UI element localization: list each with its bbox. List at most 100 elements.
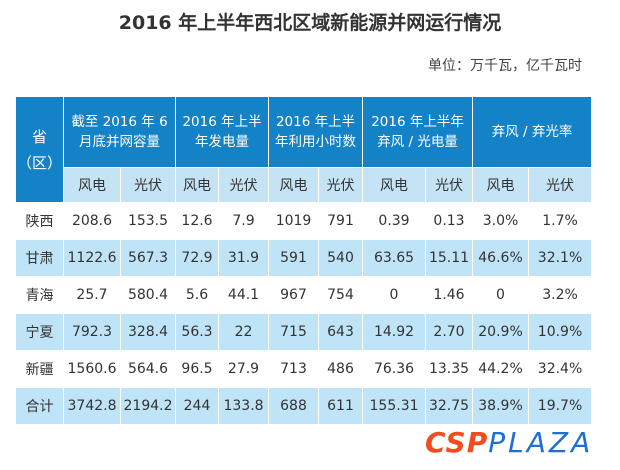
table-cell: 25.7 [76,287,108,303]
page-title: 2016 年上半年西北区域新能源并网运行情况 [118,12,502,34]
table-row: 宁夏 792.3 328.4 56.3 22 715 643 14.92 2.70 20.9% 10… [16,314,592,350]
table-cell: 580.4 [127,287,169,303]
table-cell: 32.75 [426,388,473,424]
table-cell: 3.0% [482,213,519,229]
sub-header-cell: 光伏 [121,168,176,202]
header-line: 2016 年上半 [182,114,262,130]
province-name: 新疆 [25,362,54,378]
header-line: 2016 年上半年 [371,114,464,130]
table-cell: 540 [319,240,363,276]
table-cell: 567.3 [121,240,176,276]
sub-header-cell: 光伏 [529,168,592,202]
table-cell: 3.2% [542,287,578,303]
table-cell: 754 [327,287,354,303]
header-line: 年利用小时数 [275,134,357,150]
group-header-curtailed-energy: 2016 年上半年 弃风 / 光电量 [363,97,473,167]
table-cell: 244 [176,388,219,424]
table-cell: 1019 [275,213,312,229]
table-cell: 27.9 [227,361,260,377]
table-cell: 72.9 [176,240,219,276]
header-line: 弃风 / 弃光率 [491,124,573,140]
table-cell: 791 [327,213,354,229]
table-cell: 46.6% [473,240,529,276]
table-cell: 2194.2 [121,388,176,424]
table-cell: 31.9 [219,240,269,276]
table-cell: 713 [280,361,307,377]
table-cell: 19.7% [529,388,592,424]
sub-header-cell: 风电 [269,168,319,202]
table-row: 合计 3742.8 2194.2 244 133.8 688 611 155.31 32.75 3… [16,388,592,424]
table-cell: 715 [269,314,319,350]
table-cell: 1.7% [542,213,578,229]
table-cell: 0 [389,287,399,303]
header-line: 2016 年上半 [275,114,356,130]
logo-part-csp: CSP [425,426,489,459]
table-cell: 611 [319,388,363,424]
table-cell: 20.9% [473,314,529,350]
sub-header-cell: 风电 [363,168,426,202]
province-name: 合计 [16,388,63,424]
sub-header-cell: 光伏 [319,168,363,202]
province-header-line2: （区） [16,153,62,172]
table-cell: 7.9 [232,213,255,229]
table-cell: 13.35 [428,361,470,377]
table-cell: 44.2% [478,361,523,377]
header-line: 月底并网容量 [79,134,160,150]
data-table: 省 （区） 截至 2016 年 6 月底并网容量 2016 年上半 年发电量 201… [15,96,592,425]
table-cell: 3742.8 [64,388,120,424]
table-cell: 1560.6 [67,361,117,377]
table-row: 甘肃 1122.6 567.3 72.9 31.9 591 540 63.65 15.11 46.… [16,240,592,276]
province-header-line1: 省 [31,127,47,146]
table-row: 青海 25.7 580.4 5.6 44.1 967 754 0 1.46 0 3.2% [16,277,591,313]
sub-header-cell: 风电 [473,168,529,202]
header-row: 省 （区） 截至 2016 年 6 月底并网容量 2016 年上半 年发电量 201… [16,97,592,202]
sub-header-cell: 风电 [64,168,120,202]
table-cell: 792.3 [64,314,120,350]
table-cell: 1122.6 [64,240,120,276]
table-cell: 2.70 [426,314,473,350]
header-line: 年发电量 [195,134,250,150]
table-cell: 564.6 [127,361,169,377]
sub-header-cell: 风电 [176,168,219,202]
table-cell: 14.92 [363,314,426,350]
unit-label: 单位：万千瓦，亿千瓦时 [428,58,582,74]
table-row: 新疆 1560.6 564.6 96.5 27.9 713 486 76.36 13.35 44.… [16,351,591,387]
table-cell: 63.65 [363,240,426,276]
sub-header-cell: 光伏 [219,168,269,202]
table-cell: 133.8 [219,388,269,424]
table-row: 陕西 208.6 153.5 12.6 7.9 1019 791 0.39 0.13 3.0% 1.… [16,203,591,239]
table-cell: 643 [319,314,363,350]
province-name: 青海 [25,288,54,304]
table-cell: 10.9% [529,314,592,350]
table-cell: 688 [269,388,319,424]
table-cell: 15.11 [426,240,473,276]
table-cell: 32.1% [529,240,592,276]
table-cell: 1.46 [433,287,465,303]
table-cell: 486 [327,361,354,377]
province-header: 省 （区） [16,97,63,202]
table-cell: 96.5 [181,361,213,377]
province-name: 陕西 [25,214,54,230]
table-cell: 0.39 [378,213,410,229]
group-header-capacity: 截至 2016 年 6 月底并网容量 [64,97,176,167]
header-line: 截至 2016 年 6 [71,114,168,130]
table-cell: 76.36 [373,361,415,377]
header-line: 弃风 / 光电量 [377,134,458,150]
group-header-generation: 2016 年上半 年发电量 [176,97,269,167]
logo-part-plaza: PLAZA [488,426,594,459]
sub-header-cell: 光伏 [426,168,473,202]
table-cell: 56.3 [176,314,219,350]
table-cell: 44.1 [227,287,260,303]
csp-plaza-logo: CSPPLAZA [425,428,593,458]
province-name: 宁夏 [16,314,63,350]
table-cell: 208.6 [71,213,113,229]
table-cell: 12.6 [181,213,213,229]
sub-header-row: 风电 光伏 风电 光伏 风电 光伏 风电 光伏 风电 光伏 [16,168,592,202]
table-cell: 5.6 [185,287,209,303]
province-name: 甘肃 [16,240,63,276]
table-cell: 328.4 [121,314,176,350]
table-cell: 153.5 [127,213,169,229]
table-cell: 591 [269,240,319,276]
table-cell: 967 [280,287,307,303]
table-cell: 155.31 [363,388,426,424]
